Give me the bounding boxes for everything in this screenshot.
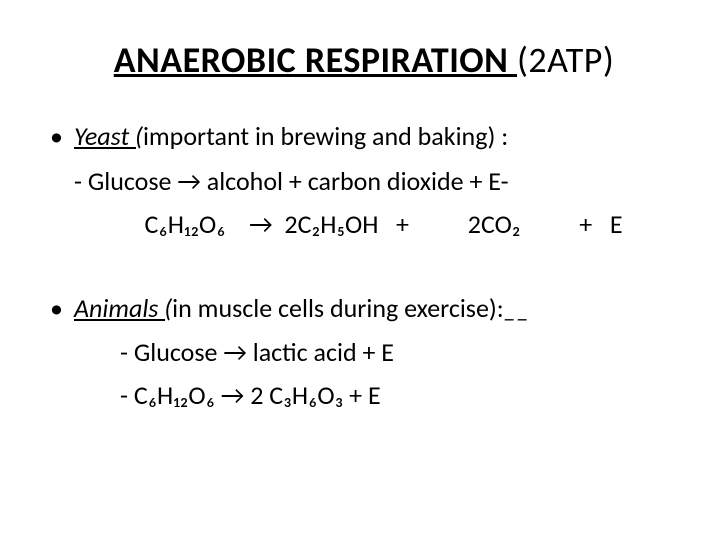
yeast-description: important in brewing and baking) : xyxy=(143,120,508,152)
animals-bullet: Animals (in muscle cells during exercise… xyxy=(50,290,678,328)
slide-title: ANAEROBIC RESPIRATION (2ATP) xyxy=(50,38,678,82)
animals-label: Animals ( xyxy=(74,292,172,324)
animals-word-equation: - Glucose → lactic acid + E xyxy=(50,333,678,372)
animals-tail: __ xyxy=(504,292,530,324)
yeast-word-equation: - Glucose → alcohol + carbon dioxide + E… xyxy=(50,162,678,201)
yeast-chem-equation: C₆H₁₂O₆ → 2C₂H₅OH + 2CO₂ + E xyxy=(50,205,678,244)
slide: ANAEROBIC RESPIRATION (2ATP) Yeast (impo… xyxy=(0,0,728,546)
yeast-label: Yeast ( xyxy=(74,120,143,152)
title-tail: (2ATP) xyxy=(517,38,614,82)
yeast-bullet: Yeast (important in brewing and baking) … xyxy=(50,118,678,156)
title-underlined: ANAEROBIC RESPIRATION xyxy=(114,38,517,82)
animals-description: in muscle cells during exercise): xyxy=(172,292,504,324)
spacer xyxy=(50,248,678,290)
animals-chem-equation: - C₆H₁₂O₆ → 2 C₃H₆O₃ + E xyxy=(50,376,678,415)
